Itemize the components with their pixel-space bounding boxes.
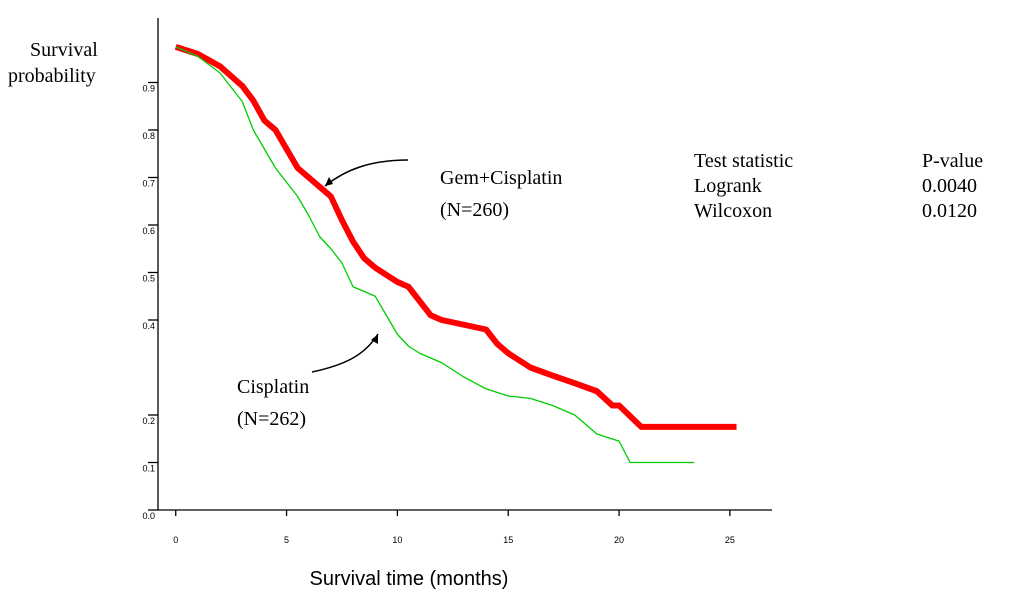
annotation: Cisplatin (237, 376, 309, 398)
annotation: Gem+Cisplatin (440, 167, 562, 189)
table-cell: 0.0120 (922, 200, 977, 222)
x-axis-label: Survival time (months) (310, 568, 509, 590)
table-cell: Logrank (694, 175, 762, 197)
table-header: Test statistic (694, 150, 793, 172)
arrow-head (371, 334, 378, 344)
arrow (324, 159, 409, 187)
y-tick-label: 0.1 (142, 464, 155, 474)
x-tick-label: 15 (503, 535, 513, 545)
annotation: (N=262) (237, 408, 306, 430)
x-tick-label: 5 (284, 535, 289, 545)
y-axis-label: Survival (30, 39, 98, 61)
y-tick-label: 0.2 (142, 416, 155, 426)
x-tick-label: 25 (725, 535, 735, 545)
arrow (311, 333, 379, 373)
y-axis-label: probability (8, 65, 96, 87)
y-tick-label: 0.7 (142, 179, 155, 189)
x-tick-label: 20 (614, 535, 624, 545)
table-header: P-value (922, 150, 983, 172)
x-tick-label: 10 (392, 535, 402, 545)
table-cell: 0.0040 (922, 175, 977, 197)
table-cell: Wilcoxon (694, 200, 772, 222)
y-tick-label: 0.9 (142, 84, 155, 94)
y-tick-label: 0.5 (142, 274, 155, 284)
y-tick-label: 0.6 (142, 226, 155, 236)
survival-curve (174, 44, 737, 430)
arrow-head (325, 177, 333, 186)
annotation: (N=260) (440, 199, 509, 221)
x-tick-label: 0 (173, 535, 178, 545)
y-tick-label: 0.8 (142, 131, 155, 141)
y-tick-label: 0.0 (142, 511, 155, 521)
y-tick-label: 0.4 (142, 321, 155, 331)
survival-curve (175, 46, 695, 464)
